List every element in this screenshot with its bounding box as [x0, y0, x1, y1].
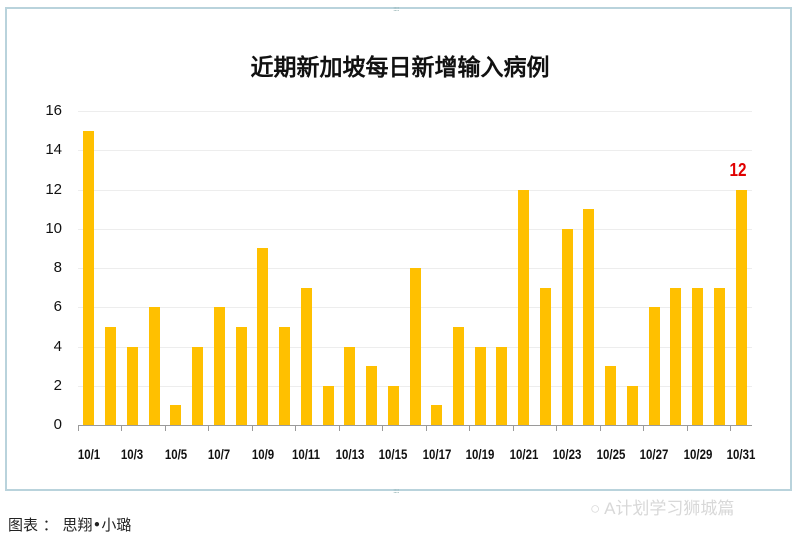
y-tick-label: 0: [53, 416, 62, 433]
y-tick-label: 12: [45, 180, 62, 198]
chart-caption: 图表 ： 思翔•小璐: [8, 516, 132, 534]
x-tick-label: 10/1: [77, 446, 101, 462]
bar[interactable]: [148, 307, 160, 425]
y-tick-label: 10: [45, 219, 62, 237]
bar[interactable]: [539, 287, 551, 425]
y-tick-label: 8: [53, 259, 62, 276]
x-tick-label: 10/13: [335, 446, 365, 462]
wechat-icon: ○: [590, 499, 605, 518]
x-tick-label: 10/31: [726, 446, 756, 462]
bar[interactable]: [496, 346, 508, 425]
bar[interactable]: [322, 385, 334, 425]
bar[interactable]: [561, 228, 573, 425]
x-axis: [78, 425, 752, 426]
x-tick: [425, 425, 427, 431]
x-tick: [78, 425, 79, 431]
resize-handle-top[interactable]: ::::: [393, 5, 400, 13]
x-tick-label: 10/29: [683, 446, 713, 462]
x-tick: [643, 425, 645, 431]
bar[interactable]: [605, 366, 617, 425]
bar[interactable]: [452, 326, 464, 425]
y-tick-label: 2: [53, 376, 62, 394]
x-tick-label: 10/9: [251, 446, 274, 462]
x-tick-label: 10/7: [208, 446, 231, 462]
bar[interactable]: [387, 385, 399, 425]
data-label-annotation: 12: [729, 159, 747, 180]
x-tick: [730, 425, 732, 431]
bar[interactable]: [300, 287, 312, 425]
bar[interactable]: [213, 307, 225, 425]
gridline: [78, 111, 752, 112]
resize-handle-bottom[interactable]: ::::: [393, 487, 400, 495]
x-tick-label: 10/15: [378, 446, 408, 462]
bar[interactable]: [126, 346, 138, 425]
x-tick: [556, 425, 558, 431]
bar[interactable]: [648, 307, 660, 425]
y-tick-label: 6: [53, 298, 62, 316]
bar[interactable]: [366, 366, 378, 425]
x-tick: [208, 425, 210, 431]
bar[interactable]: [431, 405, 443, 425]
bar[interactable]: [409, 268, 421, 425]
watermark: ○ A计划学习狮城篇: [590, 499, 735, 518]
bar[interactable]: [83, 130, 95, 425]
x-tick-label: 10/21: [509, 446, 539, 462]
bar[interactable]: [735, 189, 747, 425]
y-tick-label: 16: [45, 102, 62, 119]
bar[interactable]: [626, 385, 638, 425]
chart-title: 近期新加坡每日新增输入病例: [250, 55, 550, 81]
x-tick: [382, 425, 384, 431]
x-tick-label: 10/17: [422, 446, 452, 462]
bar[interactable]: [105, 326, 117, 425]
y-tick-label: 4: [53, 337, 62, 355]
bar[interactable]: [713, 287, 725, 425]
bar[interactable]: [518, 189, 530, 425]
bar[interactable]: [692, 287, 704, 425]
x-tick: [251, 425, 253, 431]
bar[interactable]: [257, 248, 269, 425]
x-tick: [686, 425, 688, 431]
x-tick-label: 10/5: [164, 446, 188, 462]
bar[interactable]: [235, 326, 247, 425]
gridline: [78, 150, 752, 152]
x-tick: [164, 425, 166, 431]
x-tick-label: 10/25: [596, 446, 626, 462]
x-tick-label: 10/19: [465, 446, 495, 462]
x-tick: [512, 425, 514, 431]
bar[interactable]: [192, 346, 204, 425]
x-tick-label: 10/23: [552, 446, 582, 462]
y-tick-label: 14: [45, 141, 62, 159]
x-tick: [469, 425, 471, 431]
bar[interactable]: [170, 405, 182, 425]
x-tick: [295, 425, 297, 431]
x-tick: [599, 425, 601, 431]
bar[interactable]: [344, 346, 356, 425]
x-tick: [121, 425, 123, 431]
x-tick-label: 10/11: [292, 446, 321, 462]
x-tick-label: 10/27: [639, 446, 669, 462]
x-tick-label: 10/3: [121, 446, 144, 462]
x-tick: [338, 425, 340, 431]
gridline: [78, 228, 752, 230]
bar[interactable]: [279, 326, 291, 425]
bar[interactable]: [474, 346, 486, 425]
bar[interactable]: [670, 287, 682, 425]
gridline: [78, 189, 752, 191]
bar[interactable]: [583, 209, 595, 425]
